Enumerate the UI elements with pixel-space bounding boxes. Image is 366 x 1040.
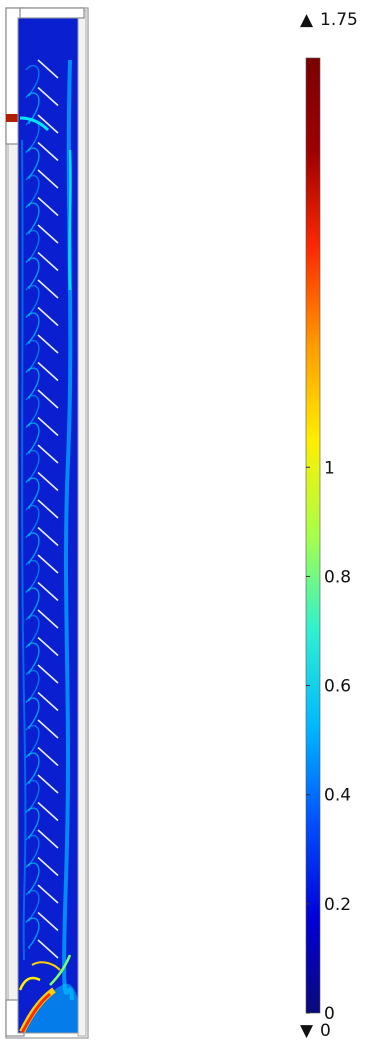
colorbar-gradient <box>305 57 321 1014</box>
colorbar-min-arrow: ▼ <box>300 1021 314 1040</box>
shear-layer-peak <box>68 149 72 291</box>
colorbar-max-arrow: ▲ <box>300 10 314 30</box>
baffle-plate <box>37 554 59 574</box>
colorbar: ▲ 1.75 0 0.2 0.4 0.6 0.8 1 ▼ 0 <box>300 10 358 1040</box>
baffle-plate <box>37 691 59 712</box>
colorbar-tick-label: 1 <box>324 458 335 478</box>
baffle-plate <box>37 444 59 464</box>
top-nozzle <box>6 114 22 122</box>
jet-branch-b <box>49 954 72 986</box>
baffle-plate <box>37 224 59 244</box>
baffle-plate <box>37 471 59 492</box>
baffle-plate <box>37 114 59 134</box>
bottom-jet <box>18 954 78 1033</box>
baffle-plate <box>37 939 59 959</box>
baffle-plate <box>37 499 59 519</box>
channel-frame <box>17 17 79 1034</box>
baffle-plate <box>37 664 59 684</box>
baffle-plate <box>37 884 59 904</box>
baffles <box>37 59 59 959</box>
baffle-plate <box>37 719 59 739</box>
baffle-plate <box>37 746 59 767</box>
baffle-plate <box>37 829 59 849</box>
colorbar-min-label: 0 <box>320 1021 331 1040</box>
baffle-plate <box>37 609 59 629</box>
baffle-plate <box>37 141 59 162</box>
baffle-plate <box>37 801 59 822</box>
colorbar-tick-label: 0.6 <box>324 677 351 697</box>
inner-left-wall <box>7 9 19 1037</box>
colorbar-ticks: 0 0.2 0.4 0.6 0.8 1 <box>306 458 351 1024</box>
baffle-plate <box>37 911 59 932</box>
jet-plume-core <box>20 992 51 1033</box>
baffle-plate <box>37 306 59 327</box>
baffle-plate <box>37 636 59 657</box>
baffle-plate <box>37 389 59 409</box>
baffle-plate <box>37 196 59 217</box>
jet-branch-a <box>18 976 41 991</box>
baffle-plate <box>37 856 59 877</box>
eddy-streak <box>25 917 40 950</box>
baffle-plate <box>37 169 59 189</box>
baffle-plate <box>37 581 59 602</box>
colorbar-tick-label: 0.8 <box>324 567 351 587</box>
wall-streak <box>21 139 27 961</box>
jet-branch-c <box>31 961 61 971</box>
inner-right-wall <box>77 9 87 1037</box>
baffle-plate <box>37 86 59 107</box>
jet-plume-outer <box>20 983 78 1033</box>
colorbar-tick-label: 0.2 <box>324 895 351 915</box>
baffle-plate <box>37 59 59 79</box>
baffle-plate <box>37 774 59 794</box>
baffle-plate <box>37 279 59 299</box>
colorbar-tick-label: 0 <box>324 1004 335 1024</box>
baffle-plate <box>37 416 59 437</box>
baffle-plate <box>37 334 59 354</box>
baffle-plate <box>37 251 59 272</box>
colorbar-max-label: 1.75 <box>320 10 358 30</box>
top-cap <box>19 7 85 19</box>
velocity-field <box>18 18 78 1033</box>
baffle-plate <box>37 526 59 547</box>
colorbar-tick-label: 0.4 <box>324 786 351 806</box>
top-inlet-jet <box>19 116 50 132</box>
baffle-plate <box>37 361 59 382</box>
